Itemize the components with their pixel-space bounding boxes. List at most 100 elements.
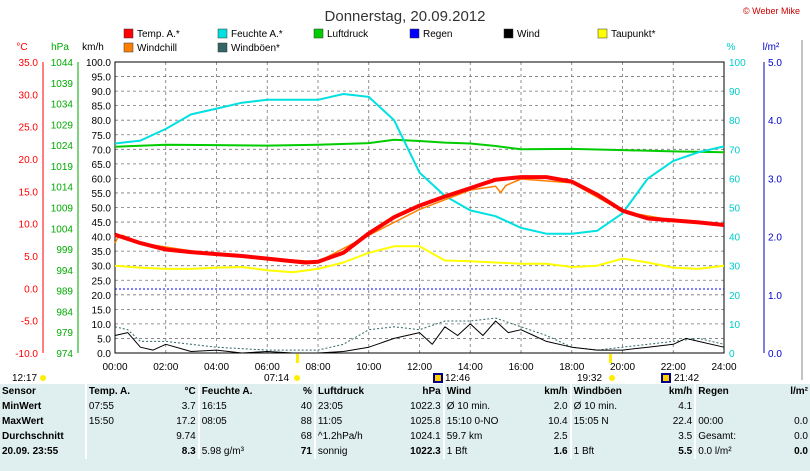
stats-header-cell: Temp. A.	[84, 384, 149, 399]
pressure-tick-label: 979	[56, 328, 73, 339]
x-tick-label: 16:00	[508, 362, 533, 373]
legend-swatch	[217, 28, 228, 39]
legend-swatch	[409, 28, 420, 39]
humidity-tick-label: 10	[729, 320, 741, 331]
time-marker-label: 19:32	[577, 373, 602, 384]
stats-cell: 40	[300, 401, 312, 412]
legend-label: Regen	[423, 29, 452, 40]
wind-tick-label: 65.0	[92, 160, 112, 171]
humidity-tick-label: 80	[729, 116, 741, 127]
stats-header-cell: l/m²	[790, 386, 808, 397]
plot-area	[114, 61, 725, 354]
moon-icon	[661, 373, 671, 383]
stats-cell	[569, 429, 643, 444]
stats-cell: ^1.2hPa/h	[313, 429, 387, 444]
stats-header-cell: Feuchte A.	[197, 384, 273, 399]
sun-icon	[40, 375, 46, 381]
stats-cell: 15:10 0-NO	[442, 414, 512, 429]
stats-cell: 00:00	[694, 414, 761, 429]
stats-cell: 0.0	[794, 416, 808, 427]
rain-tick-label: 5.0	[768, 58, 782, 69]
legend-item: Feuchte A.*	[217, 28, 283, 40]
rain-tick-label: 4.0	[768, 116, 782, 127]
pressure-tick-label: 1004	[51, 224, 74, 235]
humidity-tick-label: 50	[729, 204, 741, 215]
legend-item: Windböen*	[217, 42, 280, 54]
stats-header-cell: hPa	[422, 386, 441, 397]
wind-tick-label: 60.0	[92, 174, 112, 185]
legend-swatch	[313, 28, 324, 39]
stats-cell: 59.7 km	[442, 429, 512, 444]
pressure-tick-label: 1014	[51, 183, 74, 194]
pressure-tick-label: 1039	[51, 79, 74, 90]
temp-tick-label: 0.0	[24, 284, 38, 295]
x-tick-label: 00:00	[102, 362, 127, 373]
legend-swatch	[503, 28, 514, 39]
x-tick-label: 14:00	[458, 362, 483, 373]
stats-cell: 68	[300, 431, 312, 442]
stats-cell: 1.6	[553, 446, 568, 457]
pressure-tick-label: 1029	[51, 120, 74, 131]
stats-header-cell: °C	[184, 386, 196, 397]
stats-cell: 08:05	[197, 414, 273, 429]
stats-cell: 23:05	[313, 399, 387, 414]
temp-tick-label: 10.0	[19, 220, 39, 231]
x-tick-label: 08:00	[305, 362, 330, 373]
humidity-tick-label: 90	[729, 87, 741, 98]
legend-item: Temp. A.*	[123, 28, 180, 40]
x-tick-label: 12:00	[407, 362, 432, 373]
legend-swatch	[123, 28, 134, 39]
pressure-tick-label: 1019	[51, 162, 74, 173]
stats-cell: 8.3	[181, 446, 196, 457]
pressure-tick-label: 1034	[51, 100, 74, 111]
stats-header-cell: km/h	[544, 386, 568, 397]
stats-cell: 10.4	[548, 416, 568, 427]
series-line-luftdruck	[114, 138, 725, 154]
wind-tick-label: 0.0	[97, 349, 111, 360]
humidity-tick-label: 60	[729, 174, 741, 185]
humidity-tick-label: 100	[729, 58, 746, 69]
stats-cell: 1024.1	[410, 431, 441, 442]
x-tick-label: 24:00	[711, 362, 736, 373]
stats-cell: 15:05 N	[569, 414, 643, 429]
legend-item: Regen	[409, 28, 452, 40]
stats-cell: MinWert	[2, 401, 42, 412]
legend-swatch	[123, 42, 134, 53]
wind-tick-label: 70.0	[92, 145, 112, 156]
wind-tick-label: 10.0	[92, 320, 112, 331]
stats-header-cell: Wind	[442, 384, 512, 399]
stats-cell	[84, 429, 149, 444]
chart-title: Donnerstag, 20.09.2012	[325, 8, 486, 25]
wind-tick-label: 40.0	[92, 233, 112, 244]
stats-header-cell: Regen	[694, 384, 761, 399]
series-line-temp-a	[114, 175, 725, 265]
stats-cell: sonnig	[313, 444, 387, 459]
stats-cell: 15:50	[84, 414, 149, 429]
stats-cell	[694, 399, 761, 414]
legend-swatch	[597, 28, 608, 39]
stats-cell	[84, 444, 149, 459]
x-tick-label: 20:00	[610, 362, 635, 373]
stats-cell: 11:05	[313, 414, 387, 429]
x-tick-label: 22:00	[661, 362, 686, 373]
stats-cell: Ø 10 min.	[442, 399, 512, 414]
pressure-tick-label: 989	[56, 287, 73, 298]
wind-tick-label: 35.0	[92, 247, 112, 258]
stats-cell: 1022.3	[410, 401, 441, 412]
unit-temp: °C	[16, 42, 27, 53]
stats-header-cell: Windböen	[569, 384, 643, 399]
temp-tick-label: -5.0	[21, 317, 39, 328]
pressure-tick-label: 984	[56, 307, 73, 318]
stats-cell: 3.5	[678, 431, 693, 442]
time-marker-label: 12:17	[12, 373, 37, 384]
x-tick-label: 02:00	[153, 362, 178, 373]
wind-tick-label: 30.0	[92, 262, 112, 273]
wind-tick-label: 85.0	[92, 102, 112, 113]
pressure-tick-label: 999	[56, 245, 73, 256]
time-marker-label: 07:14	[264, 373, 289, 384]
wind-tick-label: 55.0	[92, 189, 112, 200]
pressure-tick-label: 994	[56, 266, 73, 277]
legend-label: Wind	[517, 29, 540, 40]
legend-label: Luftdruck	[327, 29, 369, 40]
rain-tick-label: 2.0	[768, 233, 782, 244]
